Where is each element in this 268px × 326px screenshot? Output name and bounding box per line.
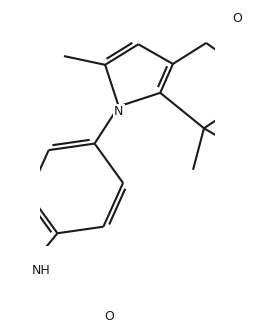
Text: O: O xyxy=(232,11,242,24)
Text: NH: NH xyxy=(32,264,51,277)
Text: O: O xyxy=(104,310,114,323)
Text: N: N xyxy=(114,105,123,118)
